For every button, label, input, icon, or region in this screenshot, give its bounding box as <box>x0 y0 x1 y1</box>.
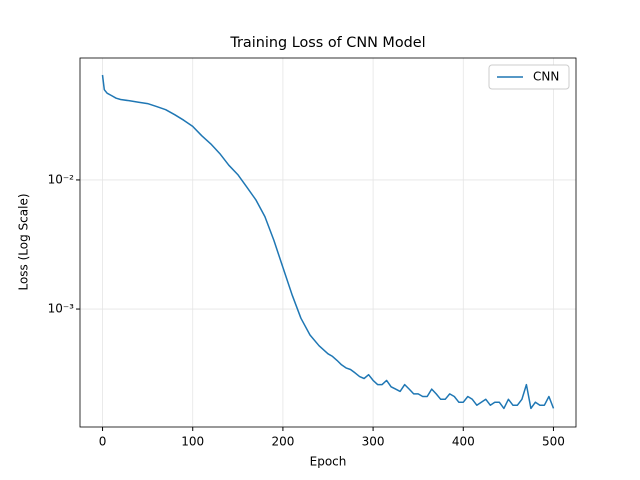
x-tick-label: 300 <box>362 435 385 449</box>
line <box>101 74 555 410</box>
y-tick-label: 10⁻² <box>48 172 75 186</box>
legend-box <box>488 64 570 90</box>
chart-title: Training Loss of CNN Model <box>229 35 425 51</box>
x-tick-label: 400 <box>452 435 475 449</box>
x-tick-label: 0 <box>99 435 107 449</box>
x-axis-label: Epoch <box>310 455 347 469</box>
x-tick-label: 100 <box>181 435 204 449</box>
x-tick-label: 500 <box>542 435 565 449</box>
y-axis-label: Loss (Log Scale) <box>17 193 31 290</box>
axes-frame <box>79 57 577 428</box>
x-tick-label: 200 <box>271 435 294 449</box>
y-tick-label: 10⁻³ <box>48 302 75 316</box>
legend-label: CNN <box>533 70 559 84</box>
